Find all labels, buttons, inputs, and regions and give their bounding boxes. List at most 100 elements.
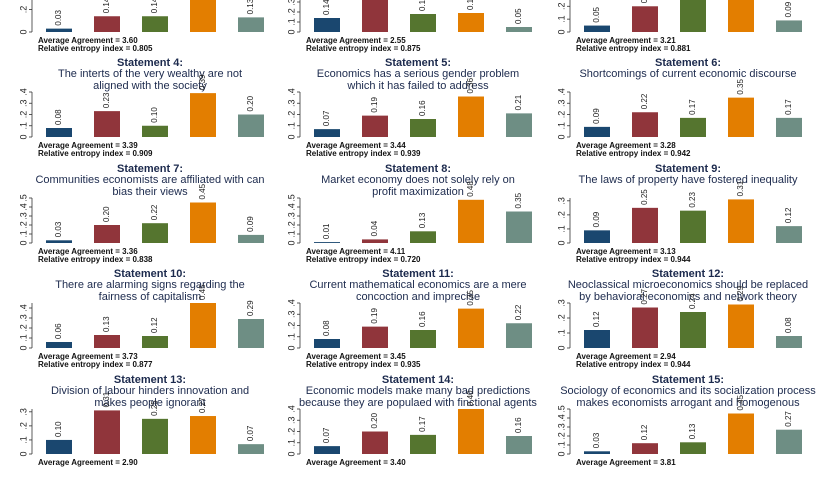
value-label: 0.22 bbox=[150, 204, 159, 220]
stat-note: Relative entropy index = 0.881 bbox=[576, 44, 691, 53]
y-tick-label: .4 bbox=[18, 88, 28, 96]
bar bbox=[142, 336, 168, 348]
chart-subtitle: makes economists arrogant and homogenous bbox=[576, 396, 800, 408]
value-label: 0.23 bbox=[688, 191, 697, 207]
value-label: 0.06 bbox=[54, 323, 63, 339]
stat-note: Relative entropy index = 0.720 bbox=[306, 255, 421, 264]
stat-note: Relative entropy index = 0.944 bbox=[576, 255, 691, 264]
y-tick-label: .5 bbox=[18, 194, 28, 202]
y-tick-label: 0 bbox=[286, 451, 296, 456]
bar bbox=[632, 442, 658, 454]
y-tick-label: .5 bbox=[286, 194, 296, 202]
y-tick-label: 0 bbox=[286, 240, 296, 245]
chart-subtitle: bias their views bbox=[112, 185, 188, 197]
bar bbox=[458, 408, 484, 454]
value-label: 0.09 bbox=[784, 1, 793, 17]
y-tick-label: .4 bbox=[556, 88, 566, 96]
chart-subtitle: makes people ignorant bbox=[94, 396, 205, 408]
bar bbox=[314, 17, 340, 32]
chart-subtitle: The interts of the very wealthy are not bbox=[58, 68, 242, 80]
y-tick-label: .3 bbox=[18, 408, 28, 416]
value-label: 0.14 bbox=[102, 0, 111, 13]
value-label: 0.24 bbox=[688, 293, 697, 309]
value-label: 0.27 bbox=[198, 396, 207, 412]
bar bbox=[314, 241, 340, 243]
bar bbox=[632, 207, 658, 243]
bar bbox=[632, 112, 658, 137]
chart-subtitle: which it has failed to address bbox=[346, 80, 489, 92]
y-tick-label: 0 bbox=[18, 240, 28, 245]
bar bbox=[728, 304, 754, 348]
bar bbox=[94, 335, 120, 348]
chart-subtitle: Economic models make many bad prediction… bbox=[306, 384, 531, 396]
chart-title: Statement 4: bbox=[117, 57, 183, 69]
stat-note: Average Agreement = 3.60 bbox=[38, 36, 138, 45]
bar bbox=[680, 0, 706, 32]
bar bbox=[410, 13, 436, 32]
y-tick-label: .2 bbox=[286, 221, 296, 229]
chart-title: Statement 7: bbox=[117, 163, 183, 175]
bar bbox=[142, 222, 168, 243]
value-label: 0.12 bbox=[592, 311, 601, 327]
value-label: 0.12 bbox=[640, 424, 649, 440]
bar bbox=[46, 439, 72, 454]
bar bbox=[458, 96, 484, 137]
y-tick-label: 0 bbox=[556, 29, 566, 34]
y-tick-label: .1 bbox=[556, 225, 566, 233]
chart-subtitle: aligned with the society bbox=[93, 80, 207, 92]
bar bbox=[238, 319, 264, 348]
bar bbox=[362, 326, 388, 348]
stat-note: Average Agreement = 2.55 bbox=[306, 36, 406, 45]
y-tick-label: .2 bbox=[556, 432, 566, 440]
bar bbox=[190, 202, 216, 243]
chart-title: Statement 14: bbox=[382, 374, 454, 386]
y-tick-label: .3 bbox=[18, 314, 28, 322]
stat-note: Average Agreement = 3.40 bbox=[306, 458, 406, 467]
y-tick-label: .3 bbox=[556, 197, 566, 205]
bar bbox=[584, 25, 610, 32]
y-tick-label: .3 bbox=[286, 0, 296, 5]
value-label: 0.09 bbox=[592, 211, 601, 227]
y-tick-label: .2 bbox=[556, 111, 566, 119]
bar-chart: Statement 4:The interts of the very weal… bbox=[18, 57, 264, 158]
value-label: 0.22 bbox=[514, 304, 523, 320]
bar bbox=[94, 15, 120, 32]
bar bbox=[410, 230, 436, 243]
value-label: 0.04 bbox=[370, 220, 379, 236]
y-tick-label: .2 bbox=[286, 8, 296, 16]
value-label: 0.14 bbox=[322, 0, 331, 15]
stat-note: Average Agreement = 2.94 bbox=[576, 352, 676, 361]
chart-title: Statement 8: bbox=[385, 163, 451, 175]
value-label: 0.31 bbox=[102, 391, 111, 407]
chart-subtitle: by behavioral economics and network theo… bbox=[579, 291, 797, 303]
bar bbox=[314, 129, 340, 137]
stat-note: Relative entropy index = 0.935 bbox=[306, 360, 421, 369]
stat-note: Average Agreement = 3.21 bbox=[576, 36, 676, 45]
bar-chart: Statement 8:Market economy does not sole… bbox=[286, 163, 532, 264]
stat-note: Average Agreement = 3.45 bbox=[306, 352, 406, 361]
value-label: 0.35 bbox=[736, 79, 745, 95]
value-label: 0.20 bbox=[246, 95, 255, 111]
value-label: 0.27 bbox=[784, 410, 793, 426]
y-tick-label: .3 bbox=[286, 99, 296, 107]
value-label: 0.16 bbox=[418, 100, 427, 116]
bar bbox=[584, 229, 610, 243]
value-label: 0.03 bbox=[54, 221, 63, 237]
bar bbox=[506, 435, 532, 454]
value-label: 0.09 bbox=[592, 108, 601, 124]
bar bbox=[142, 418, 168, 454]
y-tick-label: .4 bbox=[286, 299, 296, 307]
y-tick-label: .4 bbox=[286, 405, 296, 413]
chart-subtitle: concoction and imprecise bbox=[356, 291, 480, 303]
bar bbox=[362, 0, 388, 32]
stat-note: Relative entropy index = 0.939 bbox=[306, 149, 421, 158]
y-tick-label: .2 bbox=[286, 322, 296, 330]
chart-title: Statement 6: bbox=[655, 57, 721, 69]
y-tick-label: .1 bbox=[286, 333, 296, 341]
y-tick-label: .1 bbox=[556, 329, 566, 337]
y-tick-label: .3 bbox=[556, 423, 566, 431]
stat-note: Relative entropy index = 0.805 bbox=[38, 44, 153, 53]
value-label: 0.08 bbox=[784, 317, 793, 333]
bar-chart: Statement 5:Economics has a serious gend… bbox=[286, 57, 532, 158]
bar-chart: Statement 13:Division of labour hinders … bbox=[18, 374, 264, 467]
